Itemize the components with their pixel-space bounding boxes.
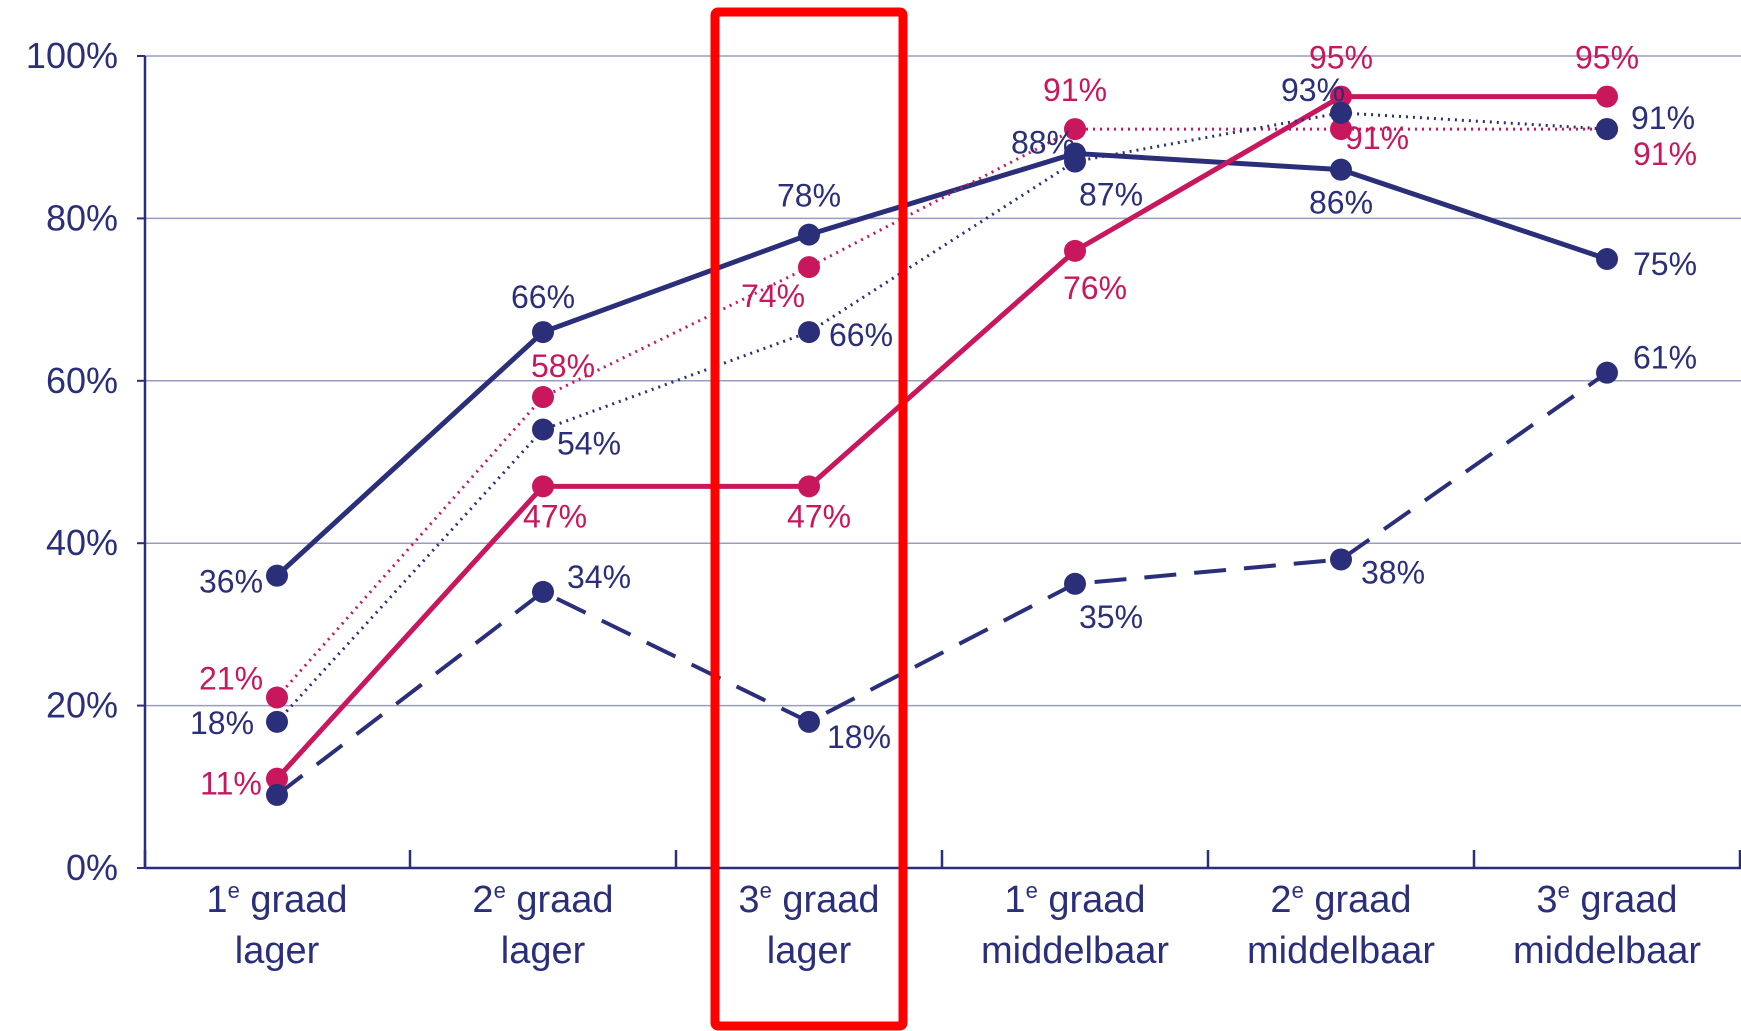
data-point xyxy=(798,321,820,344)
data-label: 47% xyxy=(523,498,587,534)
data-point xyxy=(266,686,288,709)
data-label: 18% xyxy=(190,705,254,741)
series-line-4 xyxy=(275,371,1609,797)
series-lines xyxy=(266,85,1618,806)
x-tick-label: 2e graad xyxy=(1270,878,1411,921)
data-label: 75% xyxy=(1633,246,1697,282)
data-point xyxy=(1330,101,1352,124)
data-label: 78% xyxy=(777,178,841,214)
data-point xyxy=(532,475,554,498)
data-point xyxy=(1330,118,1352,141)
data-label: 21% xyxy=(199,660,263,696)
x-tick-label: 1e graad xyxy=(206,878,347,921)
data-point xyxy=(1596,248,1618,270)
data-label: 74% xyxy=(741,278,805,314)
data-label: 91% xyxy=(1631,100,1695,136)
data-point xyxy=(1596,85,1618,108)
y-tick-label: 0% xyxy=(66,847,118,888)
x-tick-label-line2: lager xyxy=(501,930,586,972)
data-label: 54% xyxy=(557,426,621,462)
highlight-rectangle xyxy=(710,7,908,1031)
data-point xyxy=(798,475,820,498)
data-label: 95% xyxy=(1309,40,1373,76)
data-point xyxy=(266,767,288,790)
data-point xyxy=(532,386,554,409)
series-line-3 xyxy=(275,111,1608,723)
x-tick-label-line2: middelbaar xyxy=(1513,930,1701,972)
data-label: 35% xyxy=(1079,599,1143,635)
data-point xyxy=(1596,118,1618,141)
x-tick-label-line2: lager xyxy=(767,930,852,972)
data-label: 87% xyxy=(1079,177,1143,213)
data-label: 86% xyxy=(1309,185,1373,221)
data-point xyxy=(1330,85,1352,108)
data-point xyxy=(266,564,288,587)
data-point xyxy=(1330,548,1352,571)
y-tick-label: 40% xyxy=(46,522,118,563)
x-tick-label: 3e graad xyxy=(738,878,879,921)
data-point xyxy=(798,710,820,733)
data-label: 95% xyxy=(1575,40,1639,76)
data-point xyxy=(798,223,820,246)
data-labels: 36% 66% 78% 88% 86% 75% 11% 47% 47% 76% 95% 95% 21% 5… xyxy=(190,40,1697,802)
data-point xyxy=(1064,118,1086,141)
data-point xyxy=(1064,150,1086,173)
series-line-0 xyxy=(275,150,1608,578)
data-label: 58% xyxy=(531,348,595,384)
series-line-1 xyxy=(275,94,1607,781)
x-tick-label: 3e graad xyxy=(1536,878,1677,921)
data-label: 66% xyxy=(829,317,893,353)
y-tick-label: 20% xyxy=(46,685,118,726)
data-label: 88% xyxy=(1011,124,1075,160)
data-label: 66% xyxy=(511,279,575,315)
y-tick-label: 60% xyxy=(46,360,118,401)
data-label: 18% xyxy=(827,719,891,755)
data-label: 91% xyxy=(1345,120,1409,156)
data-point xyxy=(532,321,554,344)
data-point xyxy=(532,580,554,603)
data-point xyxy=(1064,572,1086,595)
data-point xyxy=(1064,239,1086,262)
data-point xyxy=(532,418,554,441)
x-tick-label: 2e graad xyxy=(472,878,613,921)
data-point xyxy=(266,710,288,733)
highlight-box xyxy=(710,7,908,1031)
x-tick-label: 1e graad xyxy=(1004,878,1145,921)
data-label: 38% xyxy=(1361,554,1425,590)
data-label: 11% xyxy=(200,766,262,802)
gridlines xyxy=(145,55,1741,707)
axes: 0% 20% 40% 60% 80% 100% 1e graad lager 2e graad l… xyxy=(26,35,1741,972)
data-label: 91% xyxy=(1633,136,1697,172)
series-line-2 xyxy=(275,127,1607,699)
data-label: 91% xyxy=(1043,72,1107,108)
data-label: 34% xyxy=(567,559,631,595)
data-point xyxy=(1596,361,1618,384)
data-point xyxy=(1330,158,1352,181)
data-label: 47% xyxy=(787,498,851,534)
x-tick-label-line2: middelbaar xyxy=(1247,930,1435,972)
x-tick-label-line2: lager xyxy=(235,930,320,972)
y-tick-label: 80% xyxy=(46,197,118,238)
data-point xyxy=(266,783,288,806)
y-tick-label: 100% xyxy=(26,35,118,76)
data-label: 76% xyxy=(1063,270,1127,306)
data-label: 93% xyxy=(1281,72,1345,108)
data-label: 61% xyxy=(1633,340,1697,376)
x-tick-label-line2: middelbaar xyxy=(981,930,1169,972)
data-label: 36% xyxy=(199,564,263,600)
data-point xyxy=(798,256,820,279)
